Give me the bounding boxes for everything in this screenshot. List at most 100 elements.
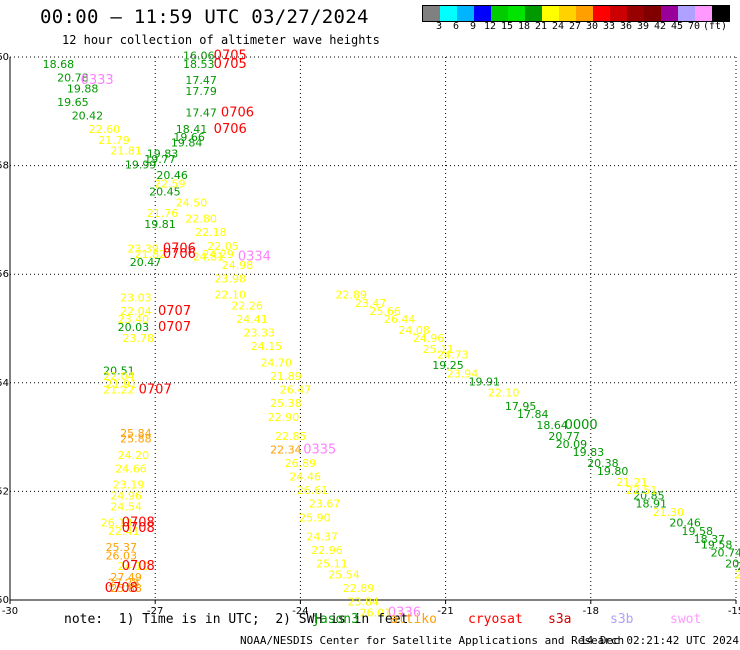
color-swatch: [576, 6, 593, 21]
pass-time-label: 0707: [158, 320, 191, 335]
wave-height-value: 19.81: [144, 218, 176, 231]
wave-height-value: 27.28: [108, 576, 140, 589]
color-swatch: [491, 6, 508, 21]
wave-height-value: 19.84: [171, 137, 203, 150]
wave-height-value: 23.78: [123, 332, 155, 345]
color-swatch: [712, 6, 729, 21]
x-tick-label: -30: [2, 606, 18, 617]
wave-height-value: 20.38: [587, 457, 619, 470]
chart-subtitle: 12 hour collection of altimeter wave hei…: [62, 33, 380, 47]
wave-height-value: 24.37: [306, 530, 338, 543]
wave-height-value: 19.99: [125, 158, 157, 171]
wave-height-value: 20.78: [57, 71, 89, 84]
wave-height-value: 19.65: [57, 96, 89, 109]
pass-time-label: 0708: [122, 559, 155, 574]
wave-height-value: 20.47: [130, 256, 162, 269]
y-tick-label: 50: [0, 595, 9, 606]
color-scale-label: 3: [435, 21, 443, 32]
wave-height-value: 25.88: [110, 582, 142, 595]
pass-time-label: 0708: [122, 516, 155, 531]
wave-height-value: 21.65: [735, 568, 740, 581]
color-scale-label: 24: [551, 21, 565, 32]
wave-height-value: 24.73: [437, 348, 469, 361]
wave-height-value: 17.47: [185, 74, 217, 87]
chart-title: 00:00 — 11:59 UTC 03/27/2024: [40, 6, 369, 28]
color-swatch: [525, 6, 542, 21]
wave-height-value: 17.84: [517, 408, 549, 421]
wave-height-value: 24.50: [176, 196, 208, 209]
color-scale-bar: [422, 5, 730, 22]
color-scale-label: 21: [534, 21, 548, 32]
wave-height-value: 22.18: [195, 226, 227, 239]
wave-height-value: 24.96: [110, 490, 142, 503]
credit-text: NOAA/NESDIS Center for Satellite Applica…: [240, 634, 625, 647]
pass-time-label: 0706: [221, 106, 254, 121]
wave-height-value: 17.95: [505, 400, 537, 413]
x-tick-label: -21: [437, 606, 453, 617]
color-scale-label: 27: [568, 21, 582, 32]
wave-height-value: 23.84: [348, 595, 380, 608]
pass-time-label: 0705: [214, 57, 247, 72]
wave-height-value: 22.34: [270, 443, 302, 456]
wave-height-value: 23.33: [244, 327, 276, 340]
wave-height-value: 22.89: [343, 582, 375, 595]
color-scale-label: 33: [602, 21, 616, 32]
wave-height-value: 18.64: [536, 419, 568, 432]
wave-height-value: 22.10: [488, 386, 520, 399]
color-swatch: [678, 6, 695, 21]
pass-time-label: 0708: [105, 581, 138, 596]
color-swatch: [559, 6, 576, 21]
wave-height-value: 21.22: [103, 384, 135, 397]
wave-height-value: 19.91: [469, 376, 501, 389]
wave-height-value: 19.25: [432, 359, 464, 372]
wave-height-value: 23.19: [113, 479, 145, 492]
wave-height-value: 22.51: [626, 484, 658, 497]
created-timestamp: 14 Dec 02:21:42 UTC 2024: [580, 634, 739, 647]
wave-height-value: 19.80: [597, 465, 629, 478]
color-swatch: [440, 6, 457, 21]
legend-entry: s3a: [548, 612, 572, 627]
wave-height-value: 26.03: [106, 549, 138, 562]
wave-height-value: 26.01: [360, 606, 392, 619]
wave-height-value: 26.47: [280, 384, 312, 397]
wave-height-value: 22.90: [268, 411, 300, 424]
wave-height-value: 24.10: [118, 560, 150, 573]
pass-time-label: 0336: [388, 605, 421, 620]
wave-height-value: 23.98: [214, 272, 246, 285]
wave-height-value: 20.77: [548, 430, 580, 443]
wave-height-value: 21.81: [110, 145, 142, 158]
color-scale-label: 70: [687, 21, 701, 32]
color-scale-label: 39: [636, 21, 650, 32]
wave-height-value: 18.53: [183, 58, 215, 71]
wave-height-value: 24.41: [236, 313, 268, 326]
color-scale-label: 18: [517, 21, 531, 32]
wave-height-value: 22.10: [214, 289, 246, 302]
wave-height-value: 22.85: [275, 430, 307, 443]
wave-height-value: 22.96: [311, 544, 343, 557]
wave-height-value: 20.46: [156, 169, 188, 182]
wave-height-value: 24.46: [289, 471, 321, 484]
wave-height-value: 17.47: [185, 107, 217, 120]
wave-height-value: 23.67: [309, 498, 341, 511]
color-swatch: [542, 6, 559, 21]
wave-height-value: 22.04: [120, 305, 152, 318]
wave-height-value: 22.41: [108, 525, 140, 538]
pass-time-label: 0705: [214, 49, 247, 64]
wave-height-value: 19.58: [682, 525, 714, 538]
pass-time-label: 0334: [238, 250, 271, 265]
wave-height-value: 23.40: [118, 313, 150, 326]
wave-height-value: 20.03: [118, 321, 150, 334]
color-swatch: [457, 6, 474, 21]
pass-time-label: 0707: [139, 383, 172, 398]
wave-height-value: 20.42: [72, 109, 104, 122]
color-swatch: [661, 6, 678, 21]
wave-height-value: 22.26: [231, 299, 263, 312]
y-tick-label: 54: [0, 378, 9, 389]
wave-height-value: 19.66: [173, 131, 205, 144]
pass-time-label: 0335: [303, 442, 336, 457]
wave-height-value: 23.03: [120, 291, 152, 304]
wave-height-value: 25.37: [106, 541, 138, 554]
color-swatch: [508, 6, 525, 21]
wave-height-value: 20.74: [711, 547, 740, 560]
wave-height-value: 22.89: [335, 289, 367, 302]
